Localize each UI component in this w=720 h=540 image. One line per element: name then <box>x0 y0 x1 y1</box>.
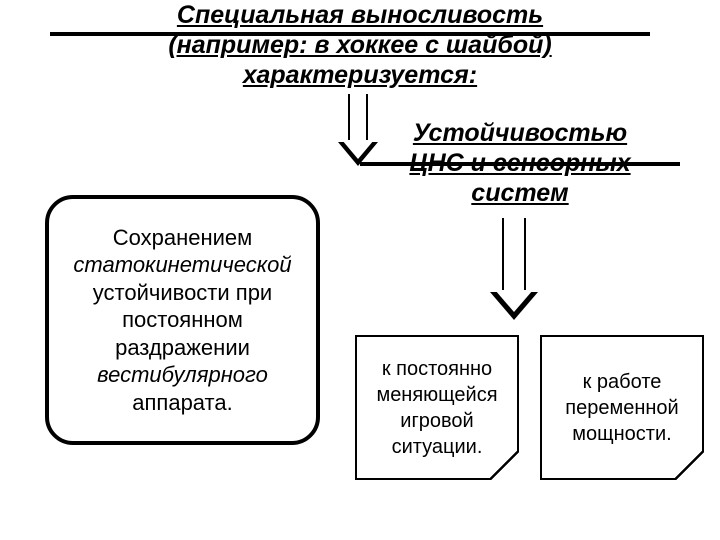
title-rule <box>50 32 650 36</box>
subtitle-line-1: Устойчивостью <box>413 119 627 147</box>
arrow-sub-down <box>490 218 538 342</box>
page-fold-icon <box>489 450 519 480</box>
diagram-title: Специальная выносливость (например: в хо… <box>95 0 625 90</box>
box-statokinetic: Сохранением статокинетической устойчивос… <box>45 195 320 445</box>
box-statokinetic-text: Сохранением статокинетической устойчивос… <box>57 224 308 417</box>
note-game-situation-text: к постоянно меняющейся игровой ситуации. <box>363 356 511 460</box>
title-line-3: характеризуется: <box>243 61 477 89</box>
subtitle-rule <box>360 162 680 166</box>
note-variable-power-text: к работе переменной мощности. <box>548 369 696 447</box>
note-game-situation: к постоянно меняющейся игровой ситуации. <box>355 335 519 480</box>
note-variable-power: к работе переменной мощности. <box>540 335 704 480</box>
title-line-1: Специальная выносливость <box>177 1 543 29</box>
page-fold-icon <box>674 450 704 480</box>
subtitle-line-3: систем <box>471 179 568 207</box>
